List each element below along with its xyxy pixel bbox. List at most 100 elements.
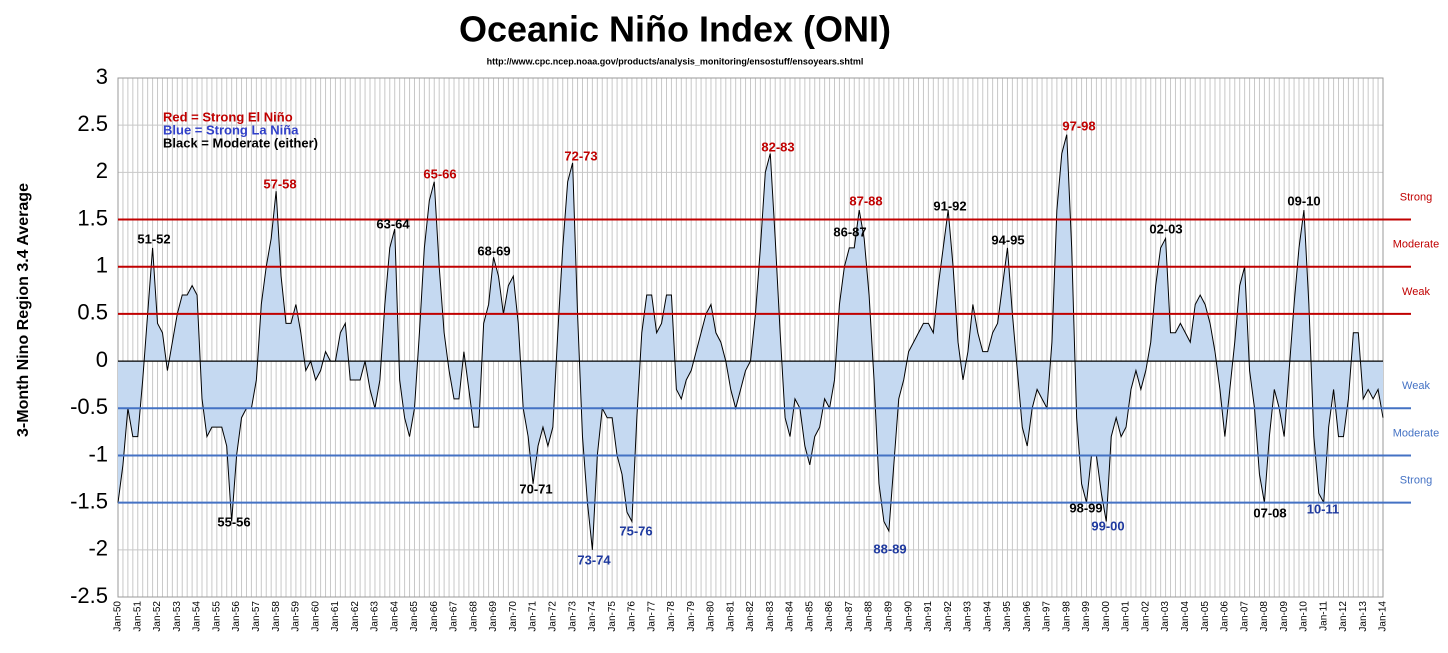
x-tick-label: Jan-60: [310, 601, 321, 632]
legend-note: Black = Moderate (either): [163, 135, 318, 150]
x-tick-label: Jan-87: [844, 601, 855, 632]
x-tick-label: Jan-04: [1180, 601, 1191, 632]
y-tick-label: 0.5: [77, 300, 108, 325]
x-tick-label: Jan-94: [982, 601, 993, 632]
y-tick-label: 1.5: [77, 205, 108, 230]
x-tick-label: Jan-80: [706, 601, 717, 632]
y-tick-label: 3: [96, 64, 108, 89]
reference-label: Strong: [1400, 475, 1432, 487]
x-tick-label: Jan-05: [1200, 601, 1211, 632]
x-tick-label: Jan-95: [1002, 601, 1013, 632]
annotation: 51-52: [137, 231, 170, 246]
x-tick-label: Jan-92: [943, 601, 954, 632]
x-tick-label: Jan-74: [587, 601, 598, 632]
x-tick-label: Jan-66: [429, 601, 440, 632]
chart-subtitle: http://www.cpc.ncep.noaa.gov/products/an…: [487, 56, 864, 66]
reference-label: Weak: [1402, 286, 1430, 298]
annotation: 75-76: [619, 523, 652, 538]
annotation: 91-92: [933, 198, 966, 213]
annotation: 82-83: [761, 139, 794, 154]
x-tick-label: Jan-59: [291, 601, 302, 632]
x-tick-label: Jan-99: [1081, 601, 1092, 632]
x-tick-label: Jan-06: [1220, 601, 1231, 632]
reference-label: Weak: [1402, 380, 1430, 392]
x-tick-label: Jan-58: [271, 601, 282, 632]
y-tick-label: -1.5: [70, 488, 108, 513]
line: [117, 134, 1384, 550]
annotation: 02-03: [1149, 221, 1182, 236]
x-tick-label: Jan-77: [646, 601, 657, 632]
reference-label: Moderate: [1393, 239, 1439, 251]
x-tick-label: Jan-09: [1279, 601, 1290, 632]
annotation: 73-74: [577, 552, 611, 567]
x-tick-label: Jan-65: [409, 601, 420, 632]
x-tick-label: Jan-84: [785, 601, 796, 632]
x-tick-label: Jan-69: [488, 601, 499, 632]
x-tick-label: Jan-51: [132, 601, 143, 632]
x-tick-label: Jan-12: [1338, 601, 1349, 632]
x-tick-label: Jan-91: [923, 601, 934, 632]
x-tick-label: Jan-01: [1121, 601, 1132, 632]
annotation: 86-87: [833, 224, 866, 239]
x-tick-label: Jan-68: [468, 601, 479, 632]
annotation: 70-71: [519, 481, 552, 496]
x-tick-label: Jan-62: [350, 601, 361, 632]
x-tick-label: Jan-02: [1140, 601, 1151, 632]
annotation: 65-66: [423, 166, 456, 181]
x-tick-label: Jan-14: [1378, 601, 1389, 632]
x-tick-label: Jan-71: [528, 601, 539, 632]
x-tick-label: Jan-07: [1239, 601, 1250, 632]
x-tick-label: Jan-13: [1358, 601, 1369, 632]
x-tick-label: Jan-64: [389, 601, 400, 632]
plot-frame: [117, 77, 1384, 598]
x-tick-label: Jan-83: [765, 601, 776, 632]
x-tick-label: Jan-86: [824, 601, 835, 632]
x-tick-label: Jan-52: [152, 601, 163, 632]
annotation: 87-88: [849, 193, 882, 208]
annotation: 63-64: [376, 216, 410, 231]
annotation: 97-98: [1062, 118, 1095, 133]
annotation: 99-00: [1091, 518, 1124, 533]
x-tick-label: Jan-96: [1022, 601, 1033, 632]
x-tick-label: Jan-88: [864, 601, 875, 632]
y-tick-label: 2.5: [77, 111, 108, 136]
x-tick-label: Jan-73: [567, 601, 578, 632]
annotation: 98-99: [1069, 500, 1102, 515]
x-tick-label: Jan-54: [192, 601, 203, 632]
reference-label: Strong: [1400, 191, 1432, 203]
reference-label: Moderate: [1393, 427, 1439, 439]
y-tick-label: 2: [96, 158, 108, 183]
annotation: 09-10: [1287, 193, 1320, 208]
x-tick-label: Jan-78: [666, 601, 677, 632]
x-tick-label: Jan-63: [370, 601, 381, 632]
annotation: 68-69: [477, 243, 510, 258]
x-tick-label: Jan-10: [1299, 601, 1310, 632]
x-tick-label: Jan-82: [745, 601, 756, 632]
x-tick-label: Jan-93: [963, 601, 974, 632]
x-tick-label: Jan-70: [508, 601, 519, 632]
annotation: 55-56: [217, 514, 250, 529]
x-tick-label: Jan-72: [547, 601, 558, 632]
annotation: 10-11: [1307, 501, 1340, 516]
y-tick-label: -2: [88, 536, 108, 561]
x-tick-label: Jan-75: [607, 601, 618, 632]
x-tick-label: Jan-79: [686, 601, 697, 632]
x-tick-label: Jan-85: [804, 601, 815, 632]
x-tick-label: Jan-76: [627, 601, 638, 632]
x-tick-label: Jan-81: [725, 601, 736, 632]
x-tick-label: Jan-03: [1160, 601, 1171, 632]
y-tick-label: 1: [96, 253, 108, 278]
x-tick-label: Jan-56: [231, 601, 242, 632]
annotation: 94-95: [991, 232, 1024, 247]
x-tick-label: Jan-11: [1318, 601, 1329, 631]
x-tick-label: Jan-67: [449, 601, 460, 632]
annotation: 57-58: [263, 176, 296, 191]
y-axis-label: 3-Month Nino Region 3.4 Average: [15, 183, 32, 437]
y-tick-label: -2.5: [70, 583, 108, 608]
x-tick-label: Jan-00: [1101, 601, 1112, 632]
x-tick-label: Jan-98: [1061, 601, 1072, 632]
x-tick-label: Jan-90: [903, 601, 914, 632]
x-tick-label: Jan-55: [211, 601, 222, 632]
x-tick-label: Jan-97: [1042, 601, 1053, 632]
